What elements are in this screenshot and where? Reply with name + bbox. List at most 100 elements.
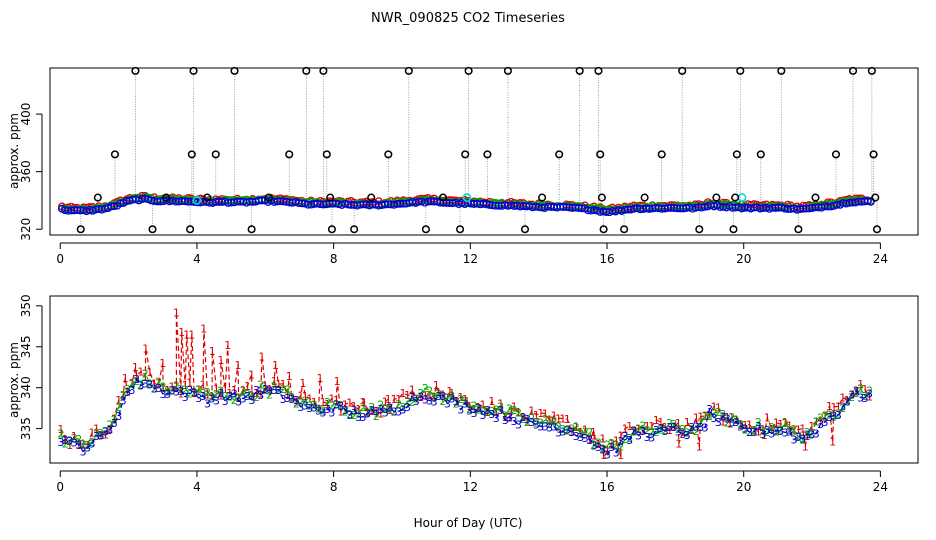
bottom-series-1-marker: 1	[804, 430, 811, 443]
bottom-series-2-marker: 2	[826, 408, 833, 421]
bottom-series-2-marker: 2	[515, 406, 522, 419]
bottom-series-2-marker: 2	[71, 432, 78, 445]
bottom-series-3-marker: 3	[497, 404, 504, 417]
bottom-series-3-marker: 3	[724, 413, 731, 426]
bottom-series-1-marker: 1	[272, 359, 279, 372]
bottom-series-3-marker: 3	[675, 425, 682, 438]
bottom-series-3-marker: 3	[742, 422, 749, 435]
top-spike-point	[350, 225, 359, 234]
bottom-series-1-marker: 1	[258, 351, 265, 364]
bottom-series-1-marker: 1	[653, 414, 660, 427]
top-x-tick-label: 12	[463, 252, 478, 266]
bottom-series-1-marker: 1	[333, 394, 340, 407]
bottom-series-2-marker: 2	[471, 400, 478, 413]
bottom-series-1-marker: 1	[280, 378, 287, 391]
top-spike-point	[461, 150, 470, 159]
bottom-series-2-marker: 2	[502, 409, 509, 422]
bottom-series-2-marker: 2	[413, 393, 420, 406]
bottom-series-2-marker: 2	[431, 391, 438, 404]
bottom-series-3-marker: 3	[728, 416, 735, 429]
bottom-series-3-marker: 3	[288, 393, 295, 406]
bottom-series-2-marker: 2	[222, 390, 229, 403]
bottom-series-2-marker: 2	[257, 379, 264, 392]
bottom-series-1-marker: 1	[433, 379, 440, 392]
bottom-series-3-marker: 3	[595, 441, 602, 454]
bottom-series-1-marker: 1	[186, 377, 193, 390]
top-cyan-point	[192, 196, 202, 205]
bottom-series-3-marker: 3	[697, 421, 704, 434]
bottom-series-2-marker: 2	[711, 407, 718, 420]
bottom-series-3-marker: 3	[804, 428, 811, 441]
top-spike-point	[302, 66, 311, 75]
bottom-series-2-marker: 2	[537, 416, 544, 429]
top-spike-point	[131, 66, 140, 75]
bottom-series-3-marker: 3	[719, 411, 726, 424]
bottom-series-2-marker: 2	[742, 423, 749, 436]
bottom-series-1-marker: 1	[57, 423, 64, 436]
bottom-series-1-marker: 1	[830, 401, 837, 414]
bottom-series-1-marker: 1	[151, 378, 158, 391]
bottom-series-1-marker: 1	[463, 395, 470, 408]
bottom-series-3-marker: 3	[209, 393, 216, 406]
bottom-series-3-marker: 3	[204, 397, 211, 410]
bottom-series-2-marker: 2	[195, 384, 202, 397]
bottom-series-1-marker: 1	[555, 412, 562, 425]
bottom-series-1-marker: 1	[200, 323, 207, 336]
top-spike-point	[187, 150, 196, 159]
top-spike-point	[189, 66, 198, 75]
bottom-series-1-marker: 1	[617, 430, 624, 443]
bottom-series-1-marker: 1	[271, 375, 278, 388]
bottom-series-1-marker: 1	[142, 371, 149, 384]
bottom-series-3-marker: 3	[599, 444, 606, 457]
bottom-series-1-marker: 1	[400, 387, 407, 400]
top-spike-point	[76, 225, 85, 234]
bottom-series-1-marker: 1	[224, 339, 231, 352]
bottom-series-1-marker: 1	[777, 418, 784, 431]
bottom-series-3-marker: 3	[759, 428, 766, 441]
bottom-series-2-marker: 2	[586, 426, 593, 439]
bottom-series-2-marker: 2	[773, 426, 780, 439]
bottom-series-3-marker: 3	[302, 400, 309, 413]
bottom-series-3-marker: 3	[777, 425, 784, 438]
bottom-series-3-marker: 3	[551, 421, 558, 434]
bottom-series-3-marker: 3	[400, 403, 407, 416]
bottom-y-tick-label: 350	[19, 294, 33, 317]
bottom-series-2-marker: 2	[817, 411, 824, 424]
bottom-series-3-marker: 3	[782, 427, 789, 440]
top-spike-point	[367, 193, 376, 202]
bottom-series-1-marker: 1	[404, 389, 411, 402]
bottom-series-2-marker: 2	[604, 439, 611, 452]
bottom-series-3-marker: 3	[240, 393, 247, 406]
bottom-series-1-marker: 1	[862, 383, 869, 396]
bottom-series-3-marker: 3	[151, 382, 158, 395]
bottom-series-1-marker: 1	[446, 385, 453, 398]
top-x-tick-label: 8	[330, 252, 338, 266]
bottom-series-2-marker: 2	[542, 413, 549, 426]
bottom-series-1-marker: 1	[306, 393, 313, 406]
bottom-series-2-marker: 2	[648, 426, 655, 439]
bottom-series-3-marker: 3	[253, 384, 260, 397]
bottom-series-2-marker: 2	[786, 424, 793, 437]
bottom-series-1-marker: 1	[866, 391, 873, 404]
bottom-series-3-marker: 3	[488, 408, 495, 421]
bottom-series-1-marker: 1	[484, 406, 491, 419]
bottom-series-1-marker: 1	[328, 392, 335, 405]
bottom-series-2-marker: 2	[395, 398, 402, 411]
bottom-series-1-marker: 1	[334, 375, 341, 388]
bottom-series-1-marker: 1	[217, 389, 224, 402]
bottom-series-3-marker: 3	[408, 391, 415, 404]
bottom-series-1-marker: 1	[761, 429, 768, 442]
top-spike-point	[384, 150, 393, 159]
bottom-series-3-marker: 3	[213, 394, 220, 407]
bottom-series-2-marker: 2	[293, 397, 300, 410]
bottom-series-2-marker: 2	[791, 423, 798, 436]
bottom-series-1-marker: 1	[768, 423, 775, 436]
bottom-series-3-marker: 3	[271, 384, 278, 397]
top-cyan-point	[737, 193, 747, 202]
bottom-series-1-marker: 1	[822, 411, 829, 424]
bottom-series-2-marker: 2	[751, 424, 758, 437]
bottom-series-3-marker: 3	[244, 390, 251, 403]
bottom-series-2-marker: 2	[506, 403, 513, 416]
